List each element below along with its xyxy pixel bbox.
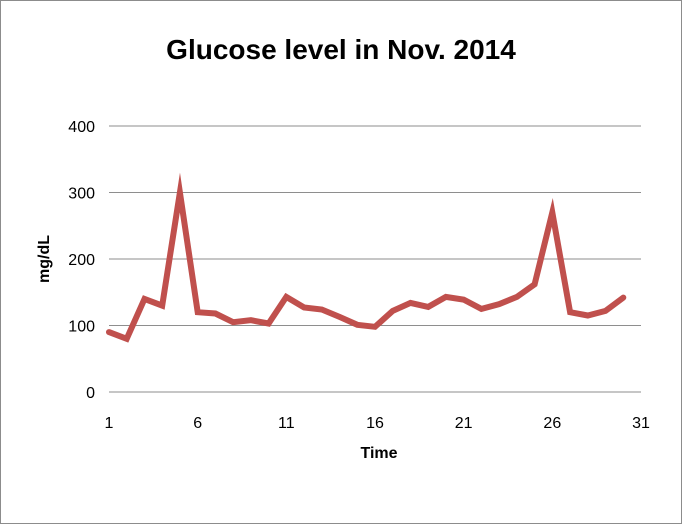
data-point (587, 315, 589, 317)
y-axis-ticks: 0 100 200 300 400 (68, 119, 95, 402)
data-point (480, 308, 482, 310)
data-point (445, 296, 447, 298)
data-point (356, 324, 358, 326)
data-point (569, 311, 571, 313)
data-point (126, 338, 128, 340)
data-point (232, 321, 234, 323)
data-point (605, 310, 607, 312)
data-point (622, 297, 624, 299)
data-point (285, 296, 287, 298)
x-tick-label-16: 16 (366, 415, 384, 432)
x-tick-label-31: 31 (632, 415, 650, 432)
data-point (516, 296, 518, 298)
data-point (392, 310, 394, 312)
x-axis-ticks: 1 6 11 16 21 26 31 (105, 415, 650, 432)
data-point (374, 326, 376, 328)
gridlines (109, 125, 641, 326)
y-tick-label-200: 200 (68, 252, 95, 269)
y-tick-label-300: 300 (68, 186, 95, 203)
data-point (108, 331, 110, 333)
y-tick-label-400: 400 (68, 119, 95, 136)
x-axis-title: Time (360, 445, 397, 462)
data-point (498, 303, 500, 305)
data-point (161, 305, 163, 307)
data-point (268, 323, 270, 325)
data-point (197, 311, 199, 313)
data-point (214, 313, 216, 315)
data-point (250, 319, 252, 321)
data-point (321, 309, 323, 311)
data-point (427, 306, 429, 308)
data-point (179, 192, 181, 193)
data-point (463, 299, 465, 301)
x-tick-label-6: 6 (193, 415, 202, 432)
y-tick-label-100: 100 (68, 319, 95, 336)
data-point (409, 302, 411, 304)
data-point (551, 211, 553, 213)
data-point (143, 298, 145, 300)
data-point (303, 307, 305, 309)
chart-title: Glucose level in Nov. 2014 (166, 34, 516, 65)
x-tick-label-1: 1 (105, 415, 114, 432)
data-point (534, 283, 536, 285)
data-point (339, 316, 341, 318)
x-tick-label-21: 21 (455, 415, 473, 432)
series-layer (106, 172, 627, 343)
y-axis-title: mg/dL (36, 235, 53, 283)
x-tick-label-26: 26 (543, 415, 561, 432)
y-tick-label-0: 0 (86, 385, 95, 402)
x-tick-label-11: 11 (278, 415, 295, 432)
series-line-0 (106, 172, 627, 343)
